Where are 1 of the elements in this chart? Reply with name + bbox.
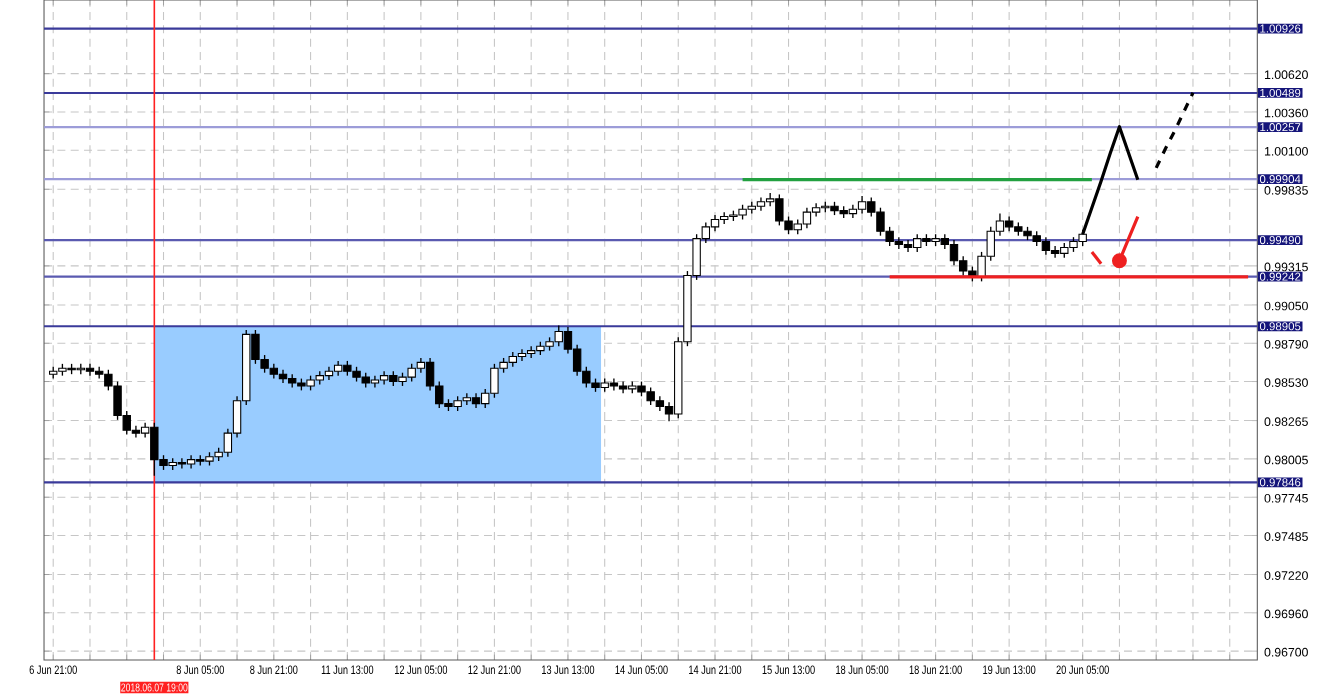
line-series	[1154, 91, 1195, 170]
